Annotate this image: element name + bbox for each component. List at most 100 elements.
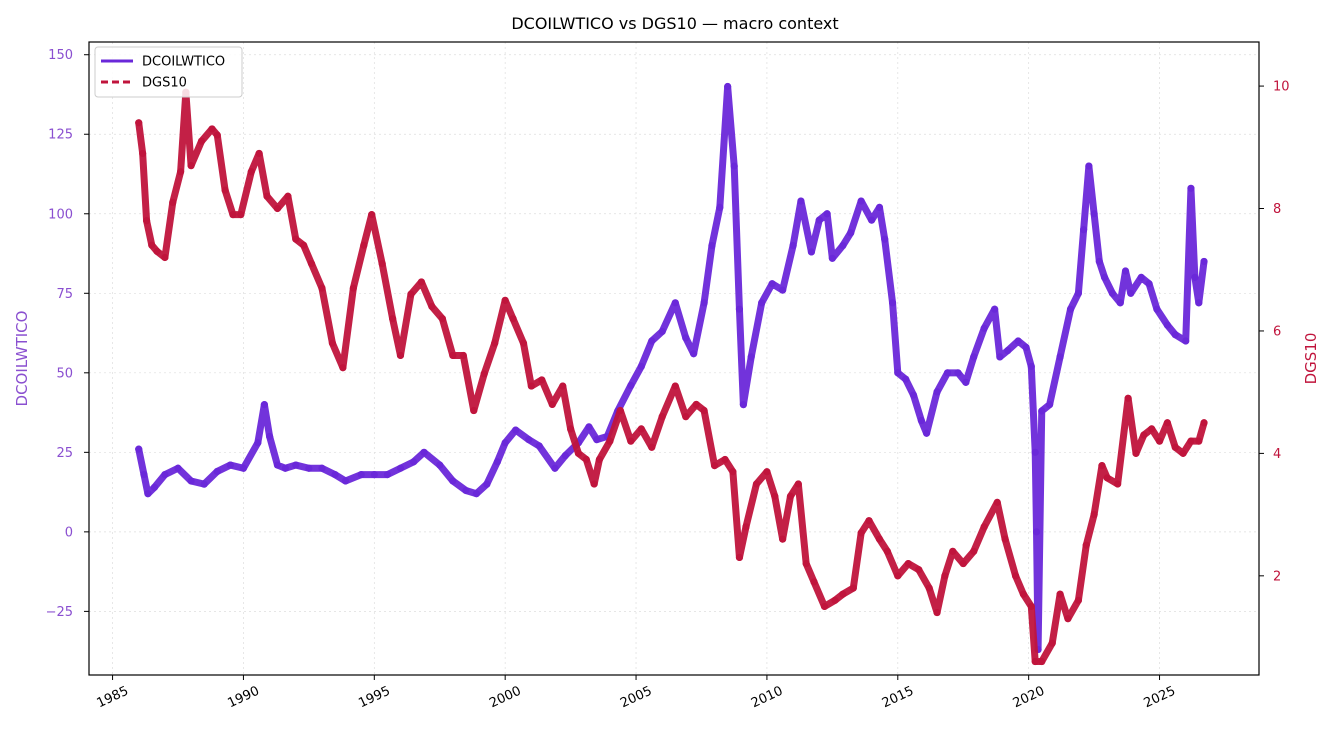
y-left-tick-label: −25 — [46, 605, 73, 620]
data-point — [789, 241, 797, 250]
y-right-tick-label: 8 — [1273, 202, 1281, 217]
data-point — [420, 448, 428, 456]
data-point — [1056, 353, 1064, 361]
data-point — [169, 198, 177, 206]
data-point — [730, 162, 738, 170]
data-point — [150, 483, 159, 491]
data-point — [802, 559, 810, 568]
data-point — [1046, 401, 1054, 409]
data-point — [925, 584, 933, 592]
x-tick-label: 2000 — [487, 684, 523, 712]
data-point — [273, 204, 282, 213]
data-point — [221, 186, 229, 194]
data-point — [561, 451, 569, 460]
series-layer — [135, 82, 1208, 666]
data-point — [710, 462, 719, 470]
series-line — [135, 83, 1208, 654]
data-point — [1187, 184, 1195, 192]
data-point — [483, 480, 491, 488]
data-point — [627, 437, 635, 445]
data-point — [187, 477, 195, 485]
data-point — [716, 203, 724, 212]
data-point — [1140, 431, 1148, 439]
data-point — [226, 461, 234, 469]
data-point — [292, 235, 300, 243]
data-point — [512, 426, 520, 434]
y-left-tick-label: 0 — [65, 525, 73, 540]
data-point — [177, 168, 185, 176]
data-point — [839, 590, 847, 598]
data-point — [281, 464, 289, 472]
data-point — [970, 353, 978, 361]
data-point — [1132, 449, 1140, 457]
data-point — [980, 523, 988, 531]
data-point — [1027, 362, 1035, 371]
data-point — [1191, 273, 1199, 281]
data-point — [865, 517, 873, 525]
data-point — [409, 458, 418, 466]
data-point — [590, 480, 598, 488]
data-point — [839, 241, 847, 250]
data-point — [135, 445, 143, 453]
data-point — [300, 241, 308, 249]
data-point — [779, 535, 787, 543]
data-point — [538, 376, 546, 384]
data-point — [1200, 257, 1208, 266]
data-point — [153, 247, 161, 255]
data-point — [1027, 602, 1035, 611]
data-point — [368, 211, 376, 219]
data-point — [260, 401, 268, 409]
data-point — [174, 464, 182, 472]
x-tick-label: 1985 — [95, 684, 131, 712]
data-point — [389, 315, 397, 323]
data-point — [933, 388, 941, 396]
data-point — [815, 216, 823, 224]
data-point — [1187, 437, 1195, 445]
data-point — [747, 353, 755, 361]
data-point — [527, 382, 535, 390]
plot-frame — [88, 41, 1260, 676]
data-point — [883, 547, 891, 555]
data-point — [1066, 305, 1075, 313]
y-right-tick-label: 10 — [1273, 80, 1290, 95]
data-point — [820, 602, 829, 611]
data-point — [810, 578, 818, 586]
data-point — [1019, 590, 1028, 598]
data-point — [1064, 615, 1072, 623]
legend: DCOILWTICO DGS10 — [94, 46, 243, 98]
data-point — [559, 382, 567, 390]
data-point — [637, 425, 645, 433]
data-point — [187, 162, 195, 170]
data-point — [894, 369, 902, 377]
data-point — [144, 490, 152, 498]
data-point — [875, 535, 884, 543]
y-axis-label-right: DGS10 — [1302, 333, 1320, 385]
data-point — [247, 168, 255, 176]
data-point — [1038, 657, 1046, 666]
data-point — [894, 572, 902, 580]
data-point — [1124, 394, 1132, 402]
data-point — [758, 299, 766, 307]
series-dcoilwtico — [135, 82, 1208, 654]
data-point — [606, 437, 614, 445]
data-point — [318, 284, 326, 292]
data-point — [360, 241, 368, 249]
axes: 1985 1990 1995 2000 2005 2010 2015 2020 20251501… — [46, 48, 1290, 711]
data-point — [902, 375, 910, 383]
y-left-tick-label: 100 — [48, 207, 73, 222]
data-point — [797, 197, 805, 205]
data-point — [847, 229, 855, 237]
legend-label: DGS10 — [142, 76, 187, 91]
data-point — [1090, 210, 1098, 218]
data-point — [849, 584, 857, 592]
data-point — [396, 351, 405, 360]
data-point — [1038, 407, 1046, 415]
data-point — [1163, 419, 1171, 427]
data-point — [407, 290, 415, 298]
data-point — [690, 350, 698, 358]
data-point — [1114, 480, 1122, 488]
data-point — [1116, 299, 1124, 307]
data-point — [648, 337, 656, 345]
data-point — [140, 471, 148, 479]
y-right-tick-label: 6 — [1273, 324, 1281, 339]
